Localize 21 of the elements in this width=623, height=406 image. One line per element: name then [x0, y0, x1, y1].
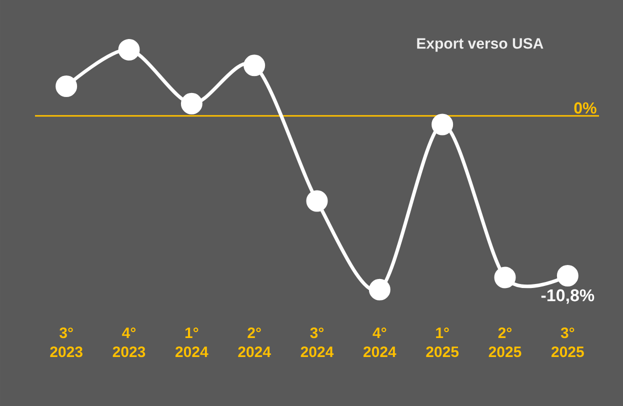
- point: [306, 190, 328, 212]
- point: [494, 266, 516, 288]
- x-tick-label: 3° 2023: [50, 328, 82, 358]
- point: [556, 264, 578, 286]
- x-tick-label: 2° 2025: [488, 328, 522, 358]
- annotation: -10,8%: [541, 289, 594, 304]
- point: [244, 54, 266, 76]
- ref-line-label: 0%: [574, 102, 596, 114]
- point: [432, 114, 454, 136]
- chart-title: Export verso USA: [417, 38, 544, 52]
- point: [368, 278, 390, 300]
- x-tick-label: 4° 2024: [364, 328, 396, 358]
- x-tick-label: 1° 2024: [176, 328, 208, 358]
- point: [56, 76, 78, 98]
- x-tick-label: 3° 2024: [300, 328, 334, 358]
- x-tick-label: 3° 2025: [551, 328, 584, 358]
- x-tick-label: 1° 2025: [426, 328, 459, 358]
- point: [180, 92, 202, 114]
- x-tick-label: 4° 2023: [112, 328, 146, 358]
- point: [118, 39, 140, 61]
- x-tick-label: 2° 2024: [238, 328, 271, 358]
